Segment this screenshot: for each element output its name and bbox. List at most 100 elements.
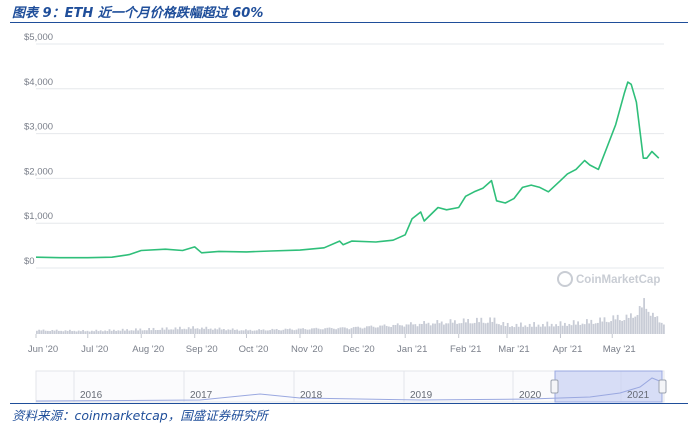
volume-bar bbox=[293, 330, 296, 334]
volume-bar bbox=[64, 330, 67, 334]
volume-bar bbox=[150, 330, 153, 334]
volume-bar bbox=[590, 319, 593, 334]
volume-bar bbox=[306, 329, 309, 334]
volume-bar bbox=[69, 329, 71, 334]
volume-bar bbox=[88, 331, 91, 334]
volume-bar bbox=[339, 327, 342, 334]
volume-bar bbox=[126, 329, 128, 334]
volume-bar bbox=[456, 323, 458, 334]
volume-bar bbox=[42, 329, 45, 334]
volume-bar bbox=[542, 324, 544, 334]
volume-bar bbox=[273, 329, 276, 334]
x-tick-label: Jul '20 bbox=[81, 344, 108, 355]
volume-bar bbox=[434, 323, 436, 334]
volume-bar bbox=[249, 329, 252, 334]
volume-bar bbox=[379, 325, 381, 334]
volume-bar bbox=[460, 323, 463, 334]
volume-bar bbox=[502, 322, 505, 334]
volume-bar bbox=[394, 325, 397, 334]
volume-bar bbox=[47, 330, 49, 334]
volume-bar bbox=[493, 317, 496, 334]
volume-bar bbox=[341, 327, 344, 334]
volume-bar bbox=[621, 320, 623, 334]
volume-bar bbox=[550, 323, 553, 334]
volume-bar bbox=[38, 329, 40, 334]
volume-bar bbox=[99, 330, 102, 334]
volume-bar bbox=[302, 328, 304, 334]
volume-bar bbox=[449, 319, 452, 334]
navigator-year-label: 2016 bbox=[80, 390, 103, 401]
volume-bar bbox=[608, 322, 610, 334]
volume-bar bbox=[258, 329, 260, 334]
volume-bar bbox=[251, 330, 254, 334]
volume-bar bbox=[185, 329, 188, 334]
volume-bar bbox=[634, 316, 637, 334]
volume-bar bbox=[218, 327, 221, 334]
volume-bar bbox=[359, 327, 362, 334]
volume-bar bbox=[561, 325, 564, 334]
volume-bar bbox=[176, 329, 179, 334]
coinmarketcap-logo-icon bbox=[557, 271, 573, 287]
volume-bar bbox=[240, 330, 243, 334]
navigator-left-handle[interactable] bbox=[550, 379, 559, 394]
volume-bar bbox=[242, 330, 245, 334]
volume-bar bbox=[553, 326, 555, 334]
volume-bar bbox=[370, 325, 373, 334]
volume-bar bbox=[392, 324, 395, 334]
volume-bar bbox=[462, 318, 465, 334]
volume-bar bbox=[572, 320, 575, 334]
volume-bar bbox=[106, 330, 109, 334]
volume-bar bbox=[407, 324, 410, 334]
volume-bar bbox=[559, 321, 562, 334]
volume-bar bbox=[564, 322, 566, 334]
volume-bar bbox=[414, 324, 417, 334]
volume-bar bbox=[473, 322, 476, 334]
volume-bar bbox=[322, 329, 324, 334]
volume-bar bbox=[469, 323, 472, 334]
volume-bar bbox=[297, 328, 300, 334]
volume-bar bbox=[286, 329, 289, 334]
volume-bar bbox=[383, 324, 386, 334]
volume-bar bbox=[143, 330, 146, 334]
volume-bar bbox=[71, 331, 73, 334]
volume-bar bbox=[311, 328, 313, 334]
volume-bar bbox=[201, 327, 203, 334]
volume-bar bbox=[368, 326, 370, 334]
volume-bar bbox=[581, 323, 584, 334]
volume-bar bbox=[337, 328, 340, 334]
volume-bar bbox=[60, 330, 62, 334]
volume-bar bbox=[229, 329, 232, 334]
volume-bar bbox=[346, 328, 348, 334]
volume-bar bbox=[654, 317, 656, 334]
volume-bar bbox=[454, 320, 456, 334]
volume-bar bbox=[445, 323, 447, 334]
volume-bar bbox=[214, 328, 216, 334]
volume-bar bbox=[385, 325, 388, 334]
volume-bar bbox=[289, 328, 291, 334]
watermark: CoinMarketCap bbox=[557, 271, 660, 287]
volume-bar bbox=[148, 328, 150, 334]
volume-bar bbox=[77, 330, 80, 334]
y-tick-label: $3,000 bbox=[24, 122, 53, 133]
watermark-text: CoinMarketCap bbox=[576, 274, 660, 286]
volume-bar bbox=[421, 324, 423, 334]
volume-bar bbox=[62, 331, 65, 334]
volume-bar bbox=[209, 328, 212, 334]
volume-bar bbox=[374, 327, 377, 334]
y-tick-label: $2,000 bbox=[24, 166, 53, 177]
x-tick-label: Oct '20 bbox=[239, 344, 269, 355]
volume-bar bbox=[597, 322, 599, 334]
range-navigator[interactable]: 2016 2017 2018 2019 2020 2021 bbox=[35, 370, 667, 403]
navigator-right-handle[interactable] bbox=[658, 379, 667, 394]
volume-bar bbox=[300, 328, 302, 334]
x-tick-label: Mar '21 bbox=[498, 344, 529, 355]
navigator-year-ticks: 2016 2017 2018 2019 2020 2021 bbox=[80, 390, 650, 401]
volume-bar bbox=[658, 322, 661, 334]
x-tick-label: Jan '21 bbox=[397, 344, 427, 355]
volume-bar bbox=[91, 330, 93, 334]
volume-bar bbox=[500, 325, 502, 334]
volume-bar bbox=[418, 323, 421, 334]
volume-bar bbox=[53, 330, 56, 334]
x-tick-label: May '21 bbox=[603, 344, 636, 355]
volume-bar bbox=[80, 331, 82, 334]
